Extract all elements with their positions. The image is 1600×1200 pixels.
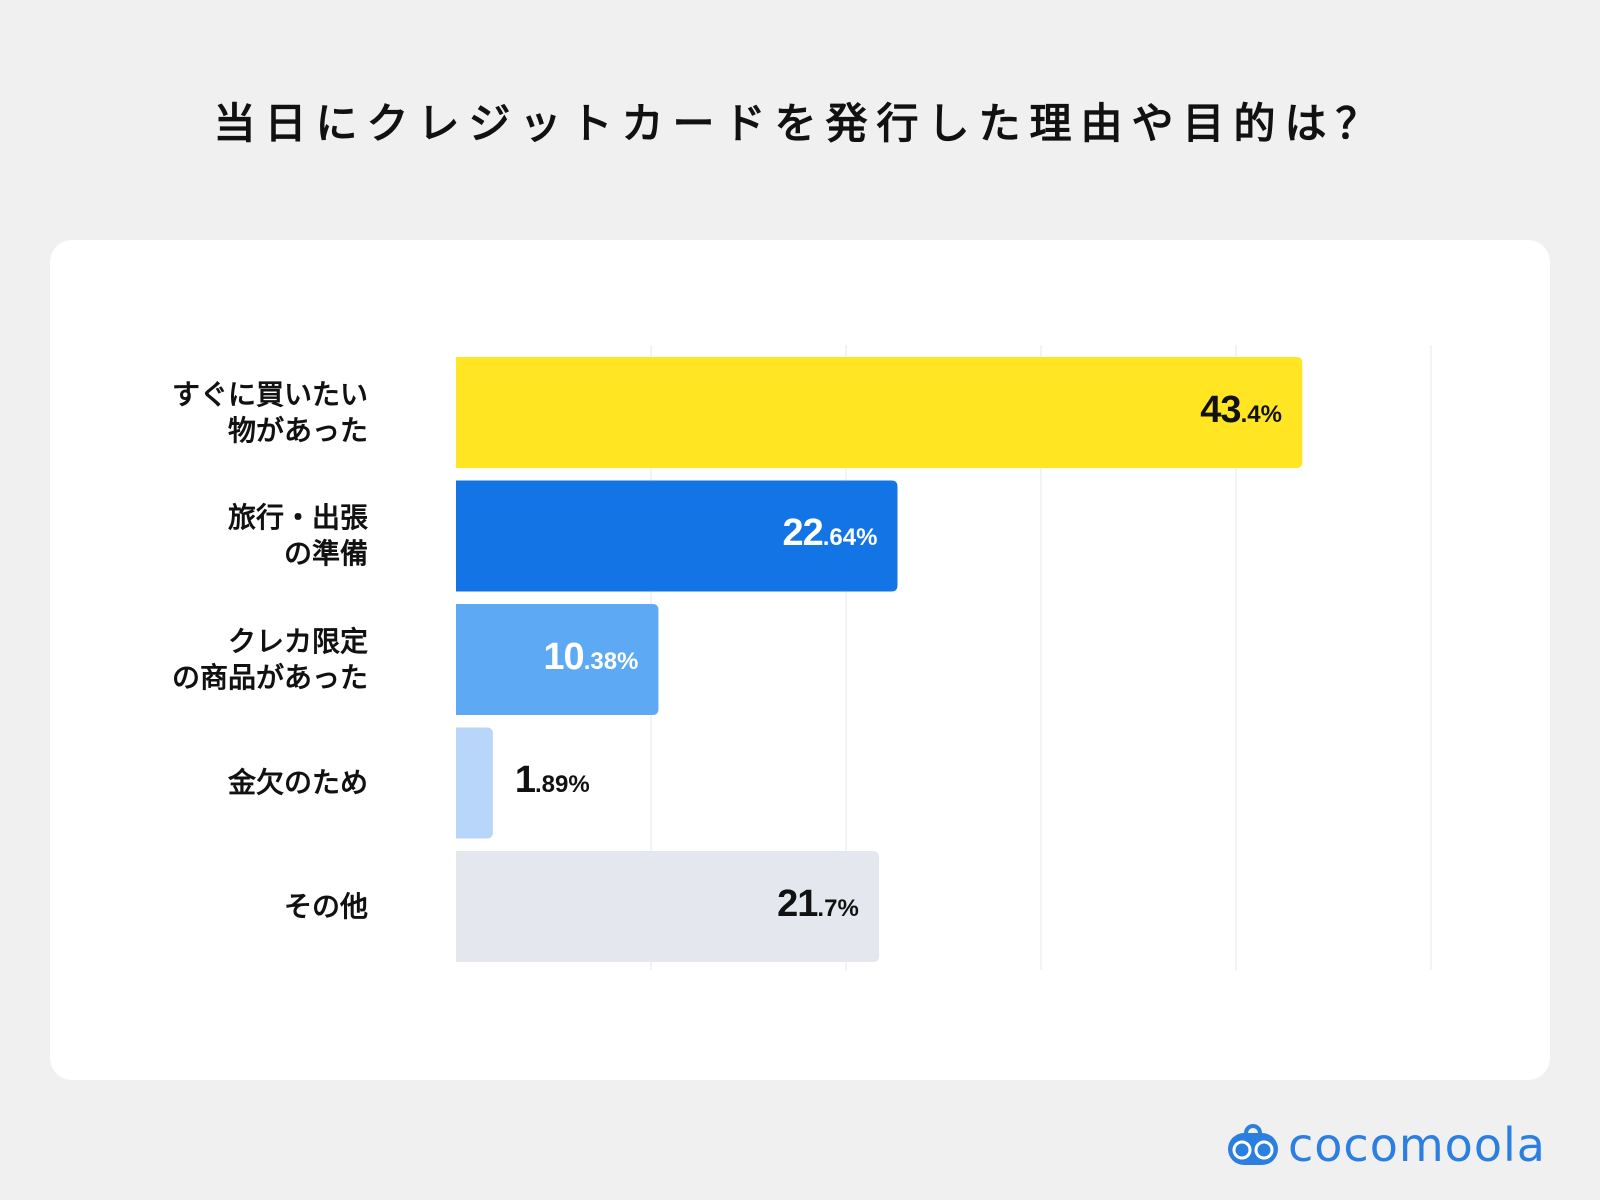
bar [456,851,880,962]
logo-robot-icon [1228,1124,1278,1165]
category-label: 旅行・出張 の準備 [227,501,368,570]
logo-text: cocomoola [1288,1118,1546,1172]
category-label: すぐに買いたい 物があった [171,377,368,447]
value-label: 1.89% [514,759,590,801]
bar-chart [456,345,1432,970]
bar [456,480,898,592]
chart-title: 当日にクレジットカードを発行した理由や目的は？ [213,99,1387,148]
bar [456,727,493,839]
value-label: 10.38% [543,635,639,678]
category-label: クレカ限定 の商品があった [171,624,368,694]
category-label: 金欠のため [227,766,368,799]
cocomoola-logo: cocomoola [1226,1118,1546,1172]
chart-card: すぐに買いたい 物があった 43.4% 旅行・出張 の準備 22.64% クレカ限定 の… [50,240,1550,1080]
value-label: 43.4% [1200,388,1282,431]
bar [456,357,1303,468]
value-label: 22.64% [782,512,878,554]
value-label: 21.7% [777,882,859,925]
category-label: その他 [283,889,368,923]
bar [456,604,659,715]
